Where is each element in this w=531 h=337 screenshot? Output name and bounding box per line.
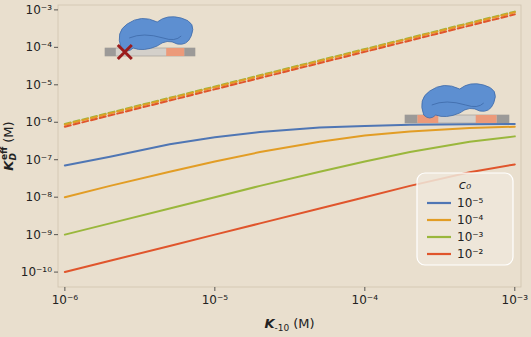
y-tick-label: 10⁻⁵ bbox=[26, 78, 53, 92]
x-title-unit: (M) bbox=[293, 316, 314, 331]
y-tick bbox=[54, 272, 58, 273]
y-tick bbox=[54, 84, 58, 85]
y-tick bbox=[54, 159, 58, 160]
y-tick bbox=[54, 197, 58, 198]
series-line bbox=[65, 12, 515, 124]
legend-swatch bbox=[427, 236, 451, 238]
legend-swatch bbox=[427, 253, 451, 255]
chart: 10⁻⁶ 10⁻⁵ 10⁻⁴ 10⁻³ 10⁻¹⁰ 10⁻⁹ 10⁻⁸ 10⁻⁷ 10⁻⁶ 10⁻… bbox=[0, 0, 531, 337]
y-tick-label: 10⁻⁷ bbox=[26, 153, 53, 167]
x-tick-label: 10⁻⁶ bbox=[52, 293, 79, 307]
series-line bbox=[65, 164, 515, 272]
site bbox=[166, 48, 184, 56]
legend-swatch bbox=[427, 202, 451, 204]
site bbox=[476, 115, 497, 123]
y-tick-label: 10⁻⁴ bbox=[26, 40, 53, 54]
y-axis-title: KDeff(M) bbox=[0, 121, 18, 170]
dna-end bbox=[184, 48, 195, 56]
x-tick-label: 10⁻⁴ bbox=[352, 293, 379, 307]
cartoon bbox=[405, 84, 509, 123]
x-tick bbox=[514, 287, 515, 291]
series-line bbox=[65, 14, 515, 126]
background bbox=[0, 0, 531, 337]
protein-fold bbox=[432, 102, 484, 107]
dna-end bbox=[105, 48, 116, 56]
plot-frame bbox=[58, 5, 521, 287]
y-tick-label: 10⁻¹⁰ bbox=[21, 265, 52, 279]
y-tick-label: 10⁻⁸ bbox=[26, 190, 53, 204]
y-title-sub: D bbox=[8, 153, 18, 161]
y-tick-label: 10⁻⁹ bbox=[26, 228, 53, 242]
dna-end bbox=[405, 115, 417, 123]
series-group bbox=[65, 12, 515, 272]
legend-label: 10⁻⁴ bbox=[457, 213, 484, 227]
y-tick bbox=[54, 47, 58, 48]
y-axis-title-group: KDeff(M) bbox=[0, 121, 18, 170]
dna-bar bbox=[405, 115, 509, 123]
y-title-unit: (M) bbox=[1, 121, 16, 142]
x-tick-label: 10⁻⁵ bbox=[202, 293, 229, 307]
x-tick bbox=[214, 287, 215, 291]
protein bbox=[422, 84, 496, 118]
y-title-sup: eff bbox=[0, 146, 9, 160]
dna-end bbox=[497, 115, 509, 123]
cartoon bbox=[105, 17, 195, 59]
legend-label: 10⁻³ bbox=[457, 230, 484, 244]
legend-swatch bbox=[427, 219, 451, 221]
y-tick bbox=[54, 9, 58, 10]
x-tick-label: 10⁻³ bbox=[502, 293, 529, 307]
protein-fold bbox=[129, 35, 181, 40]
series-line bbox=[65, 12, 515, 124]
x-title-sub: -10 bbox=[275, 323, 290, 333]
y-tick-label: 10⁻⁶ bbox=[26, 115, 53, 129]
y-tick-label: 10⁻³ bbox=[26, 3, 53, 17]
x-tick bbox=[364, 287, 365, 291]
legend-title: c₀ bbox=[459, 177, 472, 192]
legend-label: 10⁻² bbox=[457, 247, 484, 261]
legend-label: 10⁻⁵ bbox=[457, 196, 484, 210]
x-tick bbox=[64, 287, 65, 291]
cross bbox=[118, 45, 132, 59]
y-tick bbox=[54, 234, 58, 235]
legend-box bbox=[417, 173, 513, 265]
y-tick bbox=[54, 122, 58, 123]
dna-bar bbox=[105, 48, 195, 56]
x-axis-title: K-10(M) bbox=[264, 316, 314, 333]
